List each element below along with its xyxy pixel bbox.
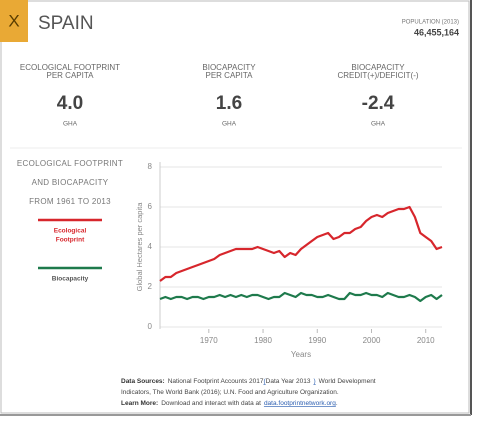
footer-line: Data Sources: National Footprint Accounts…	[121, 378, 376, 385]
legend-label: Biocapacity	[52, 276, 89, 283]
footer-text: Indicators, The World Bank (2016); U.N. …	[121, 389, 339, 396]
legend-label: Ecological	[54, 228, 87, 235]
stat-value: 1.6	[216, 93, 242, 114]
footer-line: Indicators, The World Bank (2016); U.N. …	[121, 389, 339, 396]
y-tick-label: 4	[148, 242, 153, 251]
population-label: POPULATION (2013)	[402, 20, 459, 26]
y-tick-label: 0	[148, 322, 153, 331]
side-title: ECOLOGICAL FOOTPRINT	[17, 159, 123, 168]
stat-unit: GHA	[371, 121, 386, 128]
y-tick-label: 2	[148, 282, 153, 291]
stat-value: -2.4	[362, 93, 395, 114]
footer-text: National Footprint Accounts 2017	[168, 378, 264, 385]
legend-label: Footprint	[56, 237, 85, 244]
footer-text: Learn More:	[121, 400, 158, 407]
footer-text[interactable]: )	[313, 378, 315, 385]
stat-label: CREDIT(+)/DEFICIT(-)	[337, 71, 418, 80]
population-value: 46,455,164	[414, 27, 459, 37]
footer-line: Learn More: Download and interact with da…	[121, 400, 338, 407]
footer-text: .	[336, 400, 338, 407]
x-tick-label: 1990	[308, 336, 326, 345]
stat-value: 4.0	[57, 93, 83, 114]
stat-label: PER CAPITA	[206, 71, 254, 80]
close-button[interactable]	[0, 0, 28, 42]
stat-label: BIOCAPACITY	[351, 63, 405, 72]
stat-label: PER CAPITA	[47, 71, 95, 80]
x-tick-label: 1970	[200, 336, 218, 345]
side-title: AND BIOCAPACITY	[32, 178, 109, 187]
footer-text: Data Sources:	[121, 378, 165, 385]
stat-unit: GHA	[63, 121, 78, 128]
country-name: SPAIN	[38, 13, 94, 34]
y-axis-label: Global Hectares per capita	[135, 202, 144, 292]
stat-unit: GHA	[222, 121, 237, 128]
y-tick-label: 6	[148, 202, 153, 211]
stat-label: ECOLOGICAL FOOTPRINT	[20, 63, 120, 72]
footer-text[interactable]: (	[263, 378, 266, 385]
x-tick-label: 2000	[363, 336, 381, 345]
close-icon[interactable]: X	[8, 11, 19, 30]
footer-text: Data Year 2013	[266, 378, 311, 385]
footer-text: World Development	[319, 378, 376, 385]
series-line	[159, 205, 443, 282]
x-tick-label: 2010	[417, 336, 435, 345]
side-title: FROM 1961 TO 2013	[29, 197, 111, 206]
stat-label: BIOCAPACITY	[202, 63, 256, 72]
footer-text: Download and interact with data at	[161, 400, 261, 407]
series-line	[159, 291, 443, 303]
x-tick-label: 1980	[254, 336, 272, 345]
x-axis-label: Years	[291, 350, 311, 359]
y-tick-label: 8	[148, 162, 153, 171]
footer-text[interactable]: data.footprintnetwork.org	[264, 400, 336, 407]
